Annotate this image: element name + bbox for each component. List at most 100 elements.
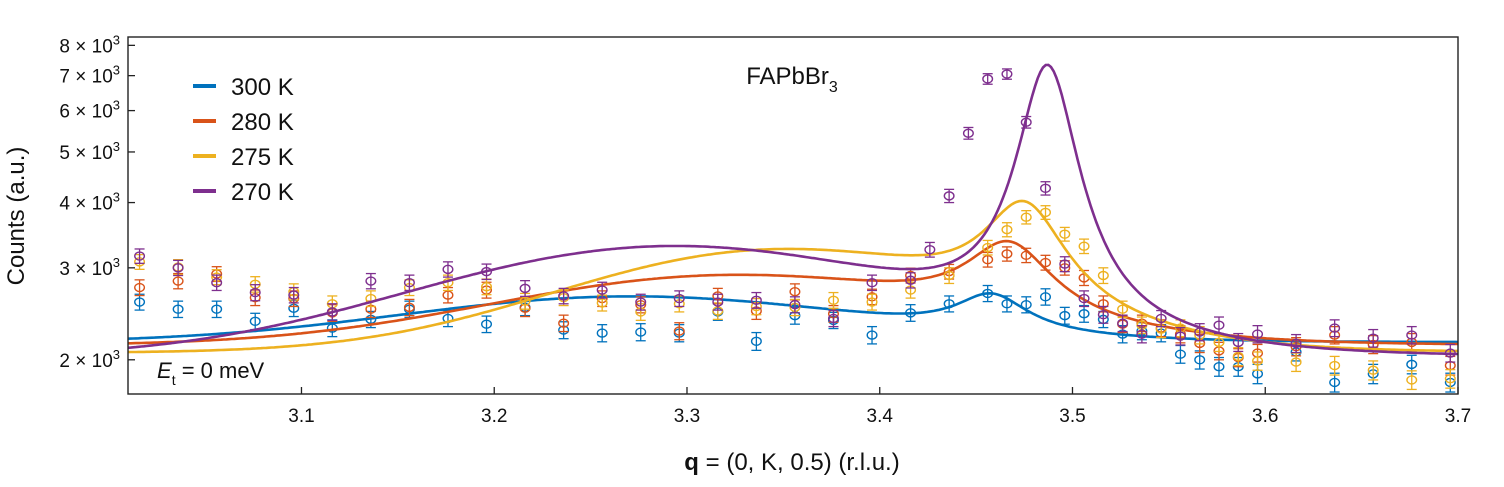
data-point (982, 74, 994, 84)
data-point (712, 297, 724, 307)
series-300k (127, 284, 1459, 393)
data-point (1136, 329, 1148, 339)
data-point (924, 244, 936, 255)
data-point (982, 254, 994, 265)
data-point (1020, 299, 1032, 310)
data-point (1020, 250, 1032, 261)
data-point (403, 302, 415, 313)
data-point (596, 298, 608, 308)
x-axis-title: q = (0, K, 0.5) (r.l.u.) (684, 449, 899, 476)
data-point (866, 297, 878, 307)
data-point (1290, 338, 1302, 349)
data-point (1252, 369, 1264, 379)
fit-line (127, 63, 1459, 356)
y-tick-label: 3 × 103 (59, 255, 120, 280)
data-point (1213, 320, 1225, 330)
data-point (1329, 377, 1341, 388)
data-point (827, 313, 839, 324)
data-point (943, 299, 955, 309)
data-point (172, 276, 184, 286)
data-point (134, 282, 146, 293)
y-axis-title: Counts (a.u.) (3, 147, 30, 286)
data-point (134, 297, 146, 307)
data-point (905, 275, 917, 285)
data-point (1406, 359, 1418, 370)
data-point (1232, 337, 1244, 348)
data-point (1406, 330, 1418, 340)
data-point (1406, 375, 1418, 385)
data-point (519, 296, 531, 306)
data-point (558, 291, 570, 301)
data-point (635, 327, 647, 337)
data-point (1040, 183, 1052, 193)
data-point (1367, 365, 1379, 375)
data-point (827, 295, 839, 305)
data-point (1078, 293, 1090, 304)
data-point (1194, 355, 1206, 365)
data-point (673, 326, 685, 336)
x-tick-label: 3.1 (288, 406, 314, 427)
chart-title: FAPbBr3 (746, 63, 838, 96)
x-tick-label: 3.7 (1445, 406, 1471, 427)
data-point (1040, 292, 1052, 302)
data-point (172, 263, 184, 273)
data-point (1155, 313, 1167, 324)
data-point (1367, 333, 1379, 343)
data-point (1444, 360, 1456, 371)
data-point (962, 128, 974, 138)
data-point (442, 264, 454, 275)
data-point (519, 283, 531, 294)
data-point (1097, 309, 1109, 320)
data-point (866, 277, 878, 288)
data-point (1213, 361, 1225, 372)
data-point (365, 276, 377, 286)
annotation: Et = 0 meV (157, 358, 265, 388)
x-tick-label: 3.2 (481, 406, 507, 427)
data-point (211, 277, 223, 288)
data-point (789, 299, 801, 310)
data-point (673, 293, 685, 304)
axes: 3.1 3.2 3.3 3.4 3.5 3.6 3.7 2 × 103 3 × 103 4 × 1… (59, 32, 1471, 427)
data-point (1001, 249, 1013, 259)
data-point (635, 297, 647, 307)
data-point (1174, 349, 1186, 359)
legend: 300 K 280 K 275 K 270 K (193, 74, 294, 206)
data-point (1194, 327, 1206, 337)
plot-area (127, 63, 1459, 393)
data-point (750, 295, 762, 305)
x-tick-label: 3.3 (674, 406, 700, 427)
x-tick-label: 3.4 (867, 406, 894, 427)
data-point (1290, 357, 1302, 367)
data-point (481, 282, 493, 292)
data-point (1444, 374, 1456, 384)
data-point (134, 251, 146, 261)
data-point (1097, 270, 1109, 281)
data-point (1078, 309, 1090, 319)
data-point (750, 336, 762, 346)
data-point (1444, 348, 1456, 358)
data-point (1232, 351, 1244, 362)
data-point (1001, 69, 1013, 79)
legend-label: 270 K (231, 179, 294, 206)
data-point (1040, 257, 1052, 268)
data-point (1059, 310, 1071, 321)
data-point (596, 285, 608, 295)
data-point (596, 328, 608, 338)
data-point (1329, 323, 1341, 333)
legend-label: 275 K (231, 144, 294, 171)
data-point (1001, 299, 1013, 309)
data-point (1078, 241, 1090, 251)
data-point (1117, 318, 1129, 328)
data-point (481, 319, 493, 329)
fit-line (127, 291, 1459, 344)
data-point (943, 191, 955, 201)
data-point (558, 318, 570, 328)
legend-label: 300 K (231, 74, 294, 101)
data-point (789, 287, 801, 297)
x-tick-label: 3.6 (1252, 406, 1278, 427)
y-tick-label: 8 × 103 (59, 32, 120, 57)
data-point (249, 316, 261, 326)
data-point (1174, 331, 1186, 341)
data-point (1252, 329, 1264, 339)
